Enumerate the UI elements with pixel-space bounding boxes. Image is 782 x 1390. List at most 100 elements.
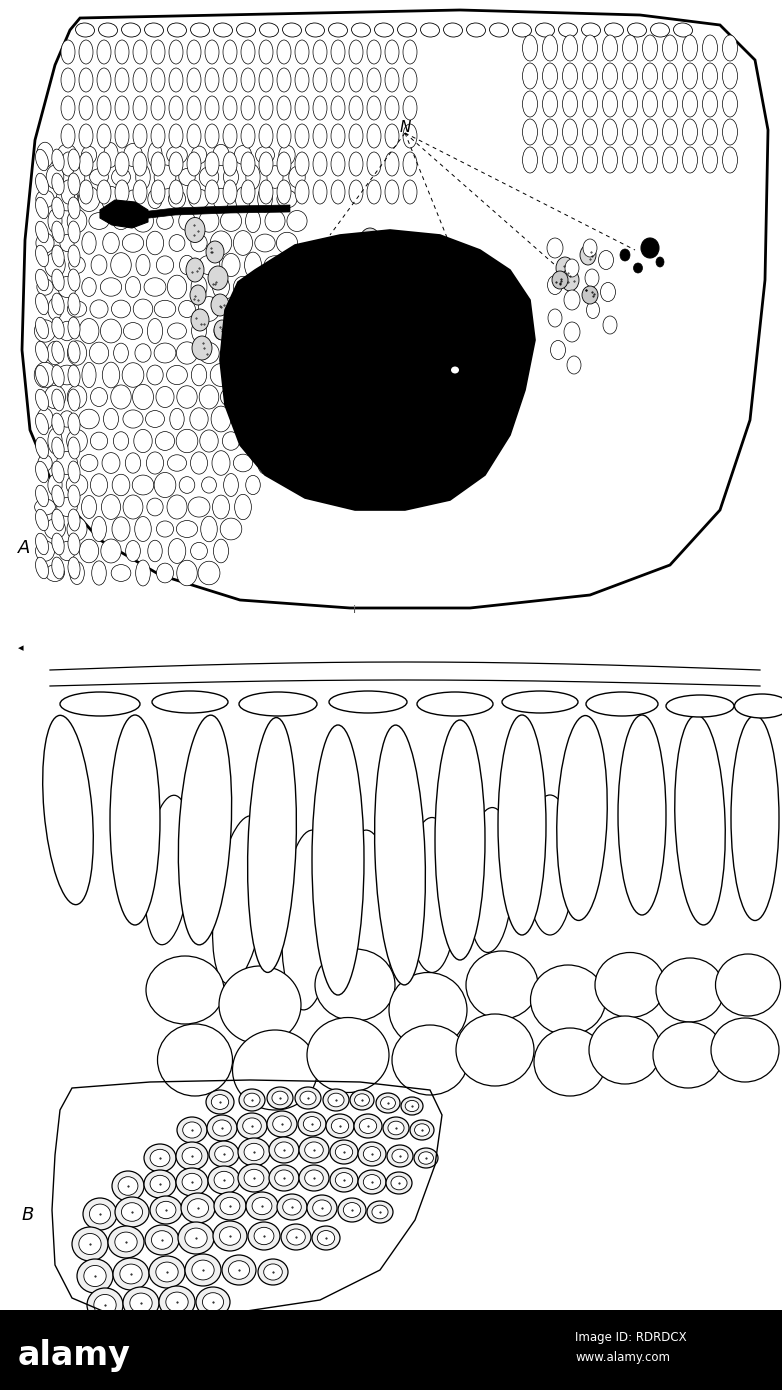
Ellipse shape	[622, 147, 637, 172]
Ellipse shape	[213, 495, 229, 518]
Ellipse shape	[602, 147, 618, 172]
Ellipse shape	[522, 63, 537, 89]
Ellipse shape	[68, 532, 80, 555]
Ellipse shape	[35, 461, 48, 482]
Ellipse shape	[498, 714, 546, 935]
Ellipse shape	[385, 124, 399, 147]
Ellipse shape	[375, 726, 425, 986]
Ellipse shape	[206, 240, 224, 263]
Ellipse shape	[186, 259, 204, 282]
Ellipse shape	[282, 830, 335, 1011]
Ellipse shape	[283, 1200, 301, 1215]
Ellipse shape	[192, 336, 212, 360]
Ellipse shape	[118, 1177, 138, 1195]
Ellipse shape	[241, 96, 255, 120]
Ellipse shape	[156, 213, 174, 229]
Ellipse shape	[34, 499, 56, 516]
Ellipse shape	[35, 342, 48, 363]
Ellipse shape	[68, 557, 80, 580]
Ellipse shape	[335, 1144, 353, 1159]
Ellipse shape	[346, 830, 394, 990]
Ellipse shape	[68, 221, 80, 243]
Ellipse shape	[169, 68, 183, 92]
Ellipse shape	[188, 189, 210, 208]
Ellipse shape	[101, 539, 121, 563]
Ellipse shape	[79, 124, 93, 147]
Ellipse shape	[97, 40, 111, 64]
Ellipse shape	[234, 277, 253, 297]
Ellipse shape	[583, 147, 597, 172]
Ellipse shape	[222, 1255, 256, 1284]
Ellipse shape	[602, 35, 618, 61]
Ellipse shape	[586, 302, 600, 318]
Ellipse shape	[313, 179, 327, 204]
Ellipse shape	[562, 35, 577, 61]
Ellipse shape	[633, 263, 643, 272]
Ellipse shape	[199, 385, 219, 409]
Ellipse shape	[52, 557, 64, 578]
Ellipse shape	[418, 1152, 433, 1165]
Ellipse shape	[82, 363, 96, 388]
Text: www.alamy.com: www.alamy.com	[575, 1351, 670, 1365]
Ellipse shape	[281, 1225, 311, 1250]
Ellipse shape	[125, 453, 141, 473]
Ellipse shape	[332, 1119, 349, 1133]
Ellipse shape	[203, 1293, 224, 1311]
Ellipse shape	[387, 1145, 413, 1168]
Ellipse shape	[259, 68, 273, 92]
Ellipse shape	[83, 1198, 117, 1230]
Ellipse shape	[277, 322, 297, 341]
Ellipse shape	[111, 385, 131, 409]
Ellipse shape	[52, 461, 64, 482]
Ellipse shape	[79, 152, 93, 177]
Ellipse shape	[115, 1197, 149, 1227]
Ellipse shape	[734, 694, 782, 719]
Ellipse shape	[148, 541, 162, 562]
Ellipse shape	[183, 1122, 201, 1138]
Ellipse shape	[385, 152, 399, 177]
Ellipse shape	[456, 1013, 534, 1086]
Ellipse shape	[180, 256, 195, 275]
Ellipse shape	[213, 188, 229, 210]
Ellipse shape	[235, 495, 251, 520]
Ellipse shape	[211, 1094, 228, 1109]
Ellipse shape	[246, 1193, 278, 1220]
Ellipse shape	[159, 1286, 195, 1318]
Ellipse shape	[102, 453, 120, 474]
Ellipse shape	[177, 560, 197, 585]
Ellipse shape	[582, 286, 598, 304]
Ellipse shape	[94, 1294, 117, 1315]
Ellipse shape	[268, 432, 282, 449]
Ellipse shape	[223, 96, 237, 120]
Ellipse shape	[522, 120, 537, 145]
Ellipse shape	[151, 179, 165, 204]
Ellipse shape	[35, 557, 48, 578]
Ellipse shape	[60, 411, 74, 427]
Ellipse shape	[136, 254, 150, 275]
Ellipse shape	[244, 1169, 264, 1187]
Ellipse shape	[80, 455, 98, 471]
Ellipse shape	[306, 24, 325, 38]
Ellipse shape	[201, 516, 217, 542]
Ellipse shape	[224, 474, 239, 496]
Ellipse shape	[289, 167, 305, 188]
Ellipse shape	[241, 124, 255, 147]
Ellipse shape	[52, 197, 64, 218]
Ellipse shape	[277, 96, 291, 120]
Ellipse shape	[643, 120, 658, 145]
Ellipse shape	[67, 300, 87, 317]
Ellipse shape	[583, 120, 597, 145]
Ellipse shape	[603, 316, 617, 334]
Ellipse shape	[113, 213, 130, 229]
Ellipse shape	[260, 24, 278, 38]
Ellipse shape	[354, 1094, 369, 1106]
Ellipse shape	[349, 40, 363, 64]
Ellipse shape	[246, 475, 260, 495]
Ellipse shape	[295, 179, 309, 204]
Ellipse shape	[185, 217, 205, 242]
Ellipse shape	[583, 239, 597, 257]
Ellipse shape	[360, 228, 380, 252]
Ellipse shape	[245, 252, 261, 278]
Ellipse shape	[35, 174, 48, 195]
Ellipse shape	[731, 716, 779, 920]
